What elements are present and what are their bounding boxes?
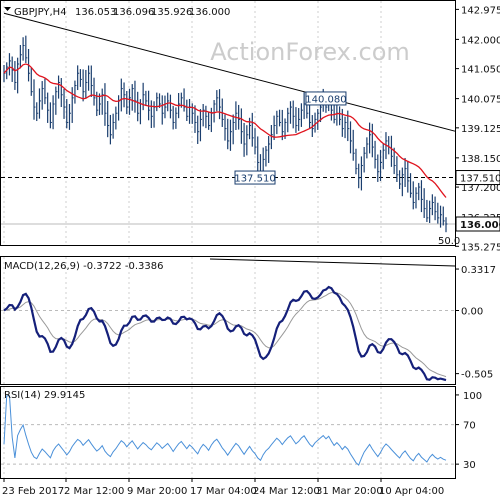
x-axis-label: 24 Mar 12:00 bbox=[253, 486, 320, 497]
x-axis-label: 23 Feb 2017 bbox=[2, 486, 64, 497]
level-annotation: 137.510 bbox=[234, 174, 275, 185]
macd-line bbox=[3, 285, 447, 382]
macd-axis-label: 0.00 bbox=[461, 307, 483, 318]
level-annotation-box bbox=[305, 91, 347, 106]
level-axis-marker bbox=[455, 170, 500, 186]
symbol-label: GBPJPY,H4 bbox=[14, 7, 67, 18]
rsi-title: RSI(14) 29.9145 bbox=[4, 390, 85, 401]
x-axis-label: 2 Mar 12:00 bbox=[64, 486, 124, 497]
rsi-axis-label: 30 bbox=[463, 460, 476, 471]
price-axis-label: 142.000 bbox=[461, 35, 500, 46]
rsi-pane bbox=[0, 386, 456, 479]
resistance-trendline bbox=[3, 12, 456, 132]
rsi-layer bbox=[1, 387, 455, 478]
rsi-axis-label: 100 bbox=[463, 391, 482, 402]
moving-average-line bbox=[3, 63, 447, 198]
price-axis-label: 139.125 bbox=[461, 124, 500, 135]
macd-pane bbox=[0, 256, 456, 385]
secondary-label: 50.0 bbox=[438, 236, 460, 247]
price-axis-label: 137.200 bbox=[461, 183, 500, 194]
level-annotation: 140.080 bbox=[305, 94, 346, 105]
price-axis-label: 138.150 bbox=[461, 154, 500, 165]
low-value: 135.926 bbox=[151, 7, 192, 18]
x-axis-label: 17 Mar 04:00 bbox=[190, 486, 257, 497]
x-axis-label: 31 Mar 20:00 bbox=[316, 486, 383, 497]
price-header: GBPJPY,H4 136.053 136.096 135.926 136.00… bbox=[4, 7, 230, 18]
price-axis-label: 140.075 bbox=[461, 95, 500, 106]
level-axis-label: 137.510 bbox=[460, 174, 500, 185]
rsi-axis-label: 70 bbox=[463, 421, 476, 432]
macd-layer bbox=[1, 257, 456, 384]
macd-divergence-line bbox=[209, 258, 456, 267]
price-layer: 140.080 137.510 50.0 bbox=[1, 1, 460, 247]
x-axis-label: 9 Mar 20:00 bbox=[127, 486, 187, 497]
price-axis-label: 142.975 bbox=[461, 5, 500, 16]
last-price-marker bbox=[455, 216, 500, 232]
price-axis-label: 135.275 bbox=[461, 242, 500, 253]
macd-title: MACD(12,26,9) -0.3722 -0.3386 bbox=[4, 261, 164, 272]
last-price-label: 136.000 bbox=[460, 220, 500, 231]
macd-axis-label: 0.3317 bbox=[461, 265, 496, 276]
price-axis-label: 141.050 bbox=[461, 65, 500, 76]
watermark: ActionForex.com bbox=[210, 38, 410, 66]
high-value: 136.096 bbox=[113, 7, 154, 18]
close-value: 136.000 bbox=[189, 7, 230, 18]
open-value: 136.053 bbox=[75, 7, 116, 18]
x-axis-label: 10 Apr 04:00 bbox=[379, 486, 444, 497]
collapse-triangle-icon bbox=[4, 7, 11, 11]
rsi-line bbox=[3, 395, 447, 466]
macd-axis-label: -0.505 bbox=[461, 370, 493, 381]
level-annotation-box bbox=[234, 170, 276, 185]
axis-layer: 142.975 142.000 141.050 140.075 139.125 138.1… bbox=[2, 5, 500, 497]
